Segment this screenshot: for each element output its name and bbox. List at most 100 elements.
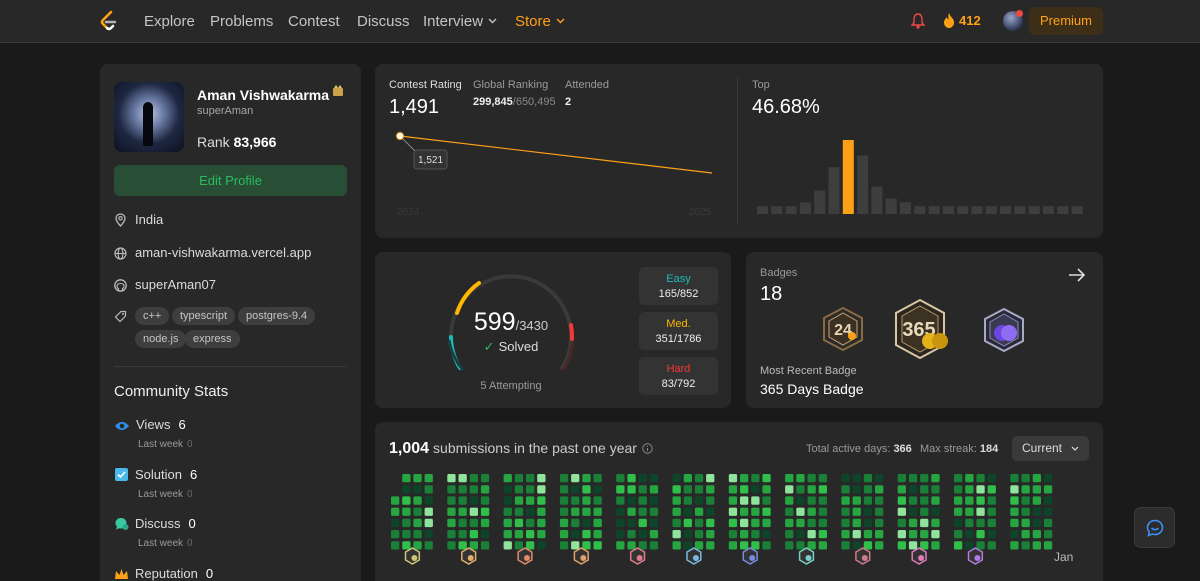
heatmap-day-cell[interactable] bbox=[672, 530, 681, 539]
heatmap-day-cell[interactable] bbox=[447, 474, 456, 483]
histogram-bar[interactable] bbox=[985, 206, 997, 214]
heatmap-day-cell[interactable] bbox=[458, 496, 467, 505]
heatmap-day-cell[interactable] bbox=[616, 530, 625, 539]
heatmap-day-cell[interactable] bbox=[571, 474, 580, 483]
heatmap-day-cell[interactable] bbox=[841, 541, 850, 550]
heatmap-day-cell[interactable] bbox=[785, 541, 794, 550]
heatmap-day-cell[interactable] bbox=[402, 474, 411, 483]
heatmap-day-cell[interactable] bbox=[537, 474, 546, 483]
heatmap-day-cell[interactable] bbox=[1032, 474, 1041, 483]
heatmap-day-cell[interactable] bbox=[480, 496, 490, 505]
heatmap-day-cell[interactable] bbox=[537, 485, 546, 494]
histogram-bar[interactable] bbox=[1014, 206, 1026, 214]
heatmap-day-cell[interactable] bbox=[593, 518, 602, 528]
heatmap-day-cell[interactable] bbox=[908, 507, 918, 516]
heatmap-day-cell[interactable] bbox=[447, 485, 456, 494]
heatmap-day-cell[interactable] bbox=[638, 507, 647, 516]
heatmap-day-cell[interactable] bbox=[649, 496, 659, 505]
heatmap-day-cell[interactable] bbox=[559, 507, 569, 516]
heatmap-day-cell[interactable] bbox=[672, 496, 681, 505]
heatmap-day-cell[interactable] bbox=[976, 518, 985, 528]
heatmap-day-cell[interactable] bbox=[965, 541, 974, 550]
heatmap-day-cell[interactable] bbox=[683, 530, 692, 539]
heatmap-day-cell[interactable] bbox=[627, 530, 636, 539]
heatmap-day-cell[interactable] bbox=[897, 485, 906, 494]
heatmap-day-cell[interactable] bbox=[694, 518, 704, 528]
heatmap-day-cell[interactable] bbox=[751, 485, 760, 494]
streak-counter[interactable]: 412 bbox=[943, 13, 981, 28]
heatmap-day-cell[interactable] bbox=[751, 518, 760, 528]
heatmap-day-cell[interactable] bbox=[807, 496, 816, 505]
heatmap-day-cell[interactable] bbox=[559, 530, 569, 539]
heatmap-day-cell[interactable] bbox=[402, 530, 411, 539]
heatmap-day-cell[interactable] bbox=[807, 507, 816, 516]
heatmap-day-cell[interactable] bbox=[582, 541, 591, 550]
heatmap-day-cell[interactable] bbox=[458, 485, 467, 494]
heatmap-day-cell[interactable] bbox=[785, 530, 794, 539]
skill-tag[interactable]: typescript bbox=[172, 307, 236, 325]
heatmap-day-cell[interactable] bbox=[1043, 530, 1053, 539]
heatmap-day-cell[interactable] bbox=[582, 485, 591, 494]
heatmap-day-cell[interactable] bbox=[458, 507, 467, 516]
heatmap-day-cell[interactable] bbox=[469, 496, 478, 505]
heatmap-day-cell[interactable] bbox=[807, 474, 816, 483]
heatmap-day-cell[interactable] bbox=[526, 530, 535, 539]
heatmap-day-cell[interactable] bbox=[1021, 518, 1030, 528]
heatmap-day-cell[interactable] bbox=[447, 541, 456, 550]
histogram-bar[interactable] bbox=[1000, 206, 1012, 214]
nav-explore[interactable]: Explore bbox=[144, 13, 195, 30]
histogram-bar[interactable] bbox=[900, 202, 911, 214]
heatmap-day-cell[interactable] bbox=[503, 541, 512, 550]
skill-tag[interactable]: node.js bbox=[135, 330, 187, 348]
heatmap-day-cell[interactable] bbox=[1043, 496, 1053, 505]
heatmap-day-cell[interactable] bbox=[391, 507, 400, 516]
histogram-bar[interactable] bbox=[1043, 206, 1054, 214]
heatmap-day-cell[interactable] bbox=[593, 496, 602, 505]
heatmap-day-cell[interactable] bbox=[1032, 518, 1041, 528]
heatmap-day-cell[interactable] bbox=[976, 541, 985, 550]
heatmap-day-cell[interactable] bbox=[638, 530, 647, 539]
skill-tag[interactable]: postgres-9.4 bbox=[238, 307, 316, 325]
heatmap-day-cell[interactable] bbox=[571, 541, 580, 550]
histogram-bar[interactable] bbox=[1057, 206, 1069, 214]
heatmap-day-cell[interactable] bbox=[458, 474, 467, 483]
heatmap-day-cell[interactable] bbox=[694, 496, 704, 505]
heatmap-day-cell[interactable] bbox=[514, 518, 524, 528]
heatmap-day-cell[interactable] bbox=[638, 541, 647, 550]
heatmap-day-cell[interactable] bbox=[987, 485, 996, 494]
heatmap-day-cell[interactable] bbox=[627, 541, 636, 550]
heatmap-day-cell[interactable] bbox=[559, 496, 569, 505]
heatmap-day-cell[interactable] bbox=[672, 474, 681, 483]
heatmap-day-cell[interactable] bbox=[413, 507, 422, 516]
heatmap-day-cell[interactable] bbox=[785, 485, 794, 494]
heatmap-day-cell[interactable] bbox=[1010, 496, 1019, 505]
heatmap-day-cell[interactable] bbox=[875, 541, 884, 550]
heatmap-day-cell[interactable] bbox=[965, 474, 974, 483]
heatmap-day-cell[interactable] bbox=[424, 518, 433, 528]
heatmap-day-cell[interactable] bbox=[897, 530, 906, 539]
heatmap-day-cell[interactable] bbox=[908, 541, 918, 550]
heatmap-day-cell[interactable] bbox=[706, 507, 715, 516]
heatmap-day-cell[interactable] bbox=[649, 474, 659, 483]
website-row[interactable]: aman-vishwakarma.vercel.app bbox=[114, 245, 311, 260]
histogram-bar[interactable] bbox=[1071, 206, 1083, 214]
heatmap-day-cell[interactable] bbox=[1043, 518, 1053, 528]
submission-heatmap[interactable] bbox=[375, 422, 1103, 572]
heatmap-day-cell[interactable] bbox=[458, 541, 467, 550]
heatmap-day-cell[interactable] bbox=[480, 518, 490, 528]
heatmap-day-cell[interactable] bbox=[638, 518, 647, 528]
heatmap-day-cell[interactable] bbox=[785, 507, 794, 516]
heatmap-day-cell[interactable] bbox=[931, 485, 940, 494]
heatmap-day-cell[interactable] bbox=[954, 530, 963, 539]
heatmap-day-cell[interactable] bbox=[469, 530, 478, 539]
heatmap-day-cell[interactable] bbox=[706, 518, 715, 528]
heatmap-day-cell[interactable] bbox=[503, 474, 512, 483]
heatmap-day-cell[interactable] bbox=[875, 474, 884, 483]
heatmap-day-cell[interactable] bbox=[954, 507, 963, 516]
heatmap-day-cell[interactable] bbox=[954, 518, 963, 528]
heatmap-day-cell[interactable] bbox=[965, 485, 974, 494]
heatmap-day-cell[interactable] bbox=[954, 485, 963, 494]
heatmap-day-cell[interactable] bbox=[954, 541, 963, 550]
nav-store[interactable]: Store bbox=[515, 13, 565, 30]
heatmap-day-cell[interactable] bbox=[582, 496, 591, 505]
